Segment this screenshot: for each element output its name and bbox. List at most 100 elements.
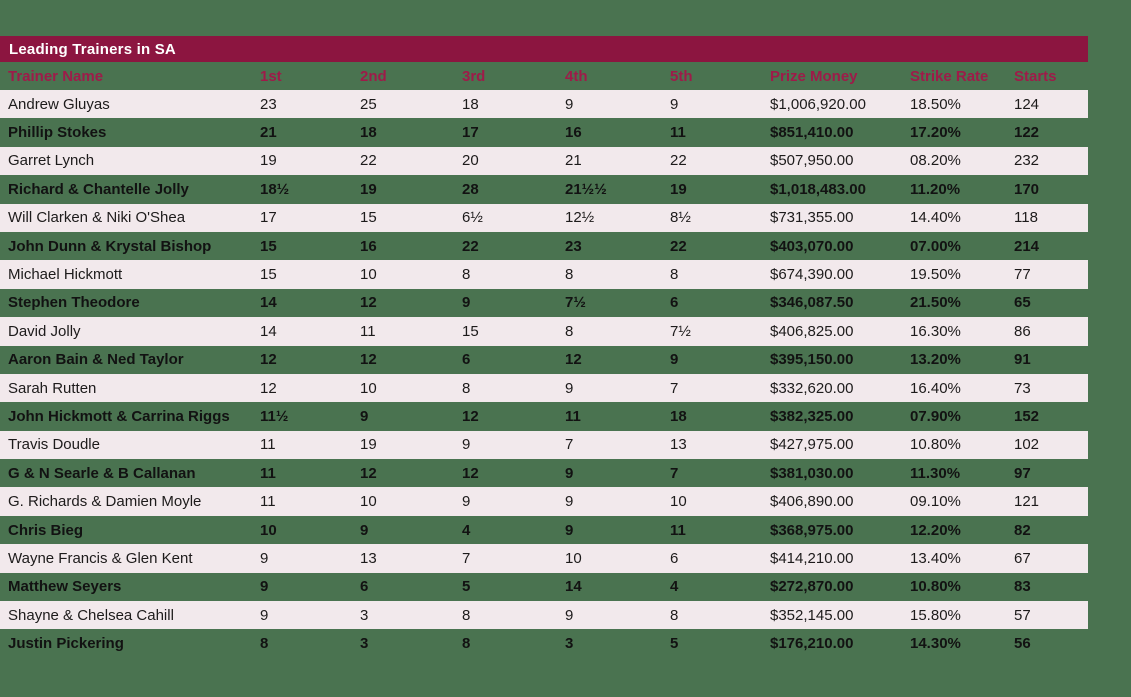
cell-1st: 23 (260, 95, 277, 113)
cell-prize-money: $382,325.00 (770, 407, 854, 425)
header-cell-strike-rate: Strike Rate (910, 67, 989, 85)
cell-starts: 97 (1014, 464, 1031, 482)
cell-prize-money: $507,950.00 (770, 152, 854, 170)
cell-2nd: 3 (360, 606, 369, 624)
cell-1st: 17 (260, 209, 277, 227)
cell-5th: 7 (670, 464, 679, 482)
table-row: Phillip Stokes 21 18 17 16 11 $851,410.00 17.20… (0, 118, 1088, 146)
cell-starts: 57 (1014, 606, 1031, 624)
cell-2nd: 19 (360, 436, 377, 454)
cell-strike-rate: 14.40% (910, 209, 961, 227)
cell-starts: 77 (1014, 266, 1031, 284)
cell-5th: 8 (670, 266, 679, 284)
cell-3rd: 12 (462, 464, 479, 482)
cell-starts: 152 (1014, 407, 1040, 425)
table-row: Justin Pickering 8 3 8 3 5 $176,210.00 14.30% 56 (0, 629, 1088, 657)
cell-3rd: 22 (462, 237, 479, 255)
table-row: John Dunn & Krystal Bishop 15 16 22 23 22 $403… (0, 232, 1088, 260)
cell-3rd: 12 (462, 407, 479, 425)
cell-prize-money: $352,145.00 (770, 606, 854, 624)
cell-1st: 9 (260, 606, 269, 624)
table-row: Matthew Seyers 9 6 5 14 4 $272,870.00 10.80% 83 (0, 573, 1088, 601)
cell-1st: 9 (260, 578, 269, 596)
table-row: David Jolly 14 11 15 8 7½ $406,825.00 16.30% 86 (0, 317, 1088, 346)
cell-prize-money: $176,210.00 (770, 635, 854, 653)
cell-5th: 4 (670, 578, 679, 596)
cell-5th: 11 (670, 124, 686, 142)
cell-4th: 14 (565, 578, 582, 596)
cell-strike-rate: 09.10% (910, 493, 961, 511)
trainer-name: G. Richards & Damien Moyle (8, 493, 202, 511)
table-title-bar: Leading Trainers in SA (0, 36, 1088, 62)
cell-3rd: 9 (462, 294, 471, 312)
cell-3rd: 8 (462, 635, 471, 653)
table-row: John Hickmott & Carrina Riggs 11½ 9 12 11 18 $… (0, 402, 1088, 430)
cell-1st: 11½ (260, 407, 289, 425)
cell-2nd: 22 (360, 152, 377, 170)
cell-prize-money: $381,030.00 (770, 464, 854, 482)
trainer-name: Wayne Francis & Glen Kent (8, 549, 193, 567)
cell-1st: 15 (260, 237, 277, 255)
cell-1st: 21 (260, 124, 277, 142)
cell-2nd: 11 (360, 322, 376, 340)
cell-4th: 7 (565, 436, 574, 454)
cell-starts: 83 (1014, 578, 1031, 596)
header-cell-trainer-name: Trainer Name (8, 67, 104, 85)
cell-3rd: 28 (462, 180, 479, 198)
trainer-name: John Dunn & Krystal Bishop (8, 237, 212, 255)
cell-5th: 6 (670, 294, 679, 312)
cell-5th: 9 (670, 351, 679, 369)
cell-2nd: 10 (360, 379, 377, 397)
cell-2nd: 3 (360, 635, 369, 653)
cell-strike-rate: 07.90% (910, 407, 961, 425)
cell-1st: 11 (260, 493, 276, 511)
cell-strike-rate: 17.20% (910, 124, 961, 142)
trainer-name: G & N Searle & B Callanan (8, 464, 196, 482)
cell-2nd: 16 (360, 237, 377, 255)
cell-5th: 22 (670, 237, 687, 255)
cell-strike-rate: 13.20% (910, 351, 961, 369)
cell-2nd: 15 (360, 209, 377, 227)
cell-starts: 232 (1014, 152, 1040, 170)
cell-5th: 8 (670, 606, 679, 624)
table-row: Andrew Gluyas 23 25 18 9 9 $1,006,920.00 18.50%… (0, 90, 1088, 119)
trainer-name: Michael Hickmott (8, 266, 123, 284)
cell-1st: 11 (260, 464, 276, 482)
cell-prize-money: $674,390.00 (770, 266, 854, 284)
trainer-name: Justin Pickering (8, 635, 124, 653)
cell-strike-rate: 21.50% (910, 294, 961, 312)
table-row: Travis Doudle 11 19 9 7 13 $427,975.00 10.80% 10… (0, 430, 1088, 460)
cell-starts: 124 (1014, 95, 1040, 113)
cell-strike-rate: 11.20% (910, 180, 961, 198)
cell-starts: 86 (1014, 322, 1031, 340)
cell-strike-rate: 08.20% (910, 152, 961, 170)
cell-5th: 18 (670, 407, 687, 425)
cell-2nd: 10 (360, 493, 377, 511)
cell-prize-money: $731,355.00 (770, 209, 854, 227)
cell-2nd: 18 (360, 124, 377, 142)
cell-4th: 9 (565, 606, 574, 624)
table-body: Andrew Gluyas 23 25 18 9 9 $1,006,920.00 18.50%… (0, 90, 1088, 658)
cell-5th: 6 (670, 549, 679, 567)
cell-4th: 12½ (565, 209, 595, 227)
cell-5th: 7 (670, 379, 679, 397)
cell-strike-rate: 12.20% (910, 521, 961, 539)
cell-1st: 15 (260, 266, 277, 284)
cell-4th: 9 (565, 521, 574, 539)
cell-3rd: 9 (462, 436, 471, 454)
cell-prize-money: $1,006,920.00 (770, 95, 866, 113)
leading-trainers-table: Trainer Name 1st 2nd 3rd 4th 5th Prize Money St… (0, 62, 1088, 658)
trainer-name: Stephen Theodore (8, 294, 140, 312)
cell-3rd: 8 (462, 379, 471, 397)
cell-1st: 9 (260, 549, 269, 567)
cell-2nd: 6 (360, 578, 369, 596)
table-row: Richard & Chantelle Jolly 18½ 19 28 21½½ 19 $1… (0, 175, 1088, 203)
cell-1st: 12 (260, 351, 277, 369)
cell-3rd: 4 (462, 521, 471, 539)
cell-starts: 82 (1014, 521, 1031, 539)
trainer-name: Phillip Stokes (8, 124, 107, 142)
cell-1st: 8 (260, 635, 269, 653)
cell-strike-rate: 16.40% (910, 379, 961, 397)
cell-5th: 22 (670, 152, 687, 170)
cell-prize-money: $851,410.00 (770, 124, 854, 142)
